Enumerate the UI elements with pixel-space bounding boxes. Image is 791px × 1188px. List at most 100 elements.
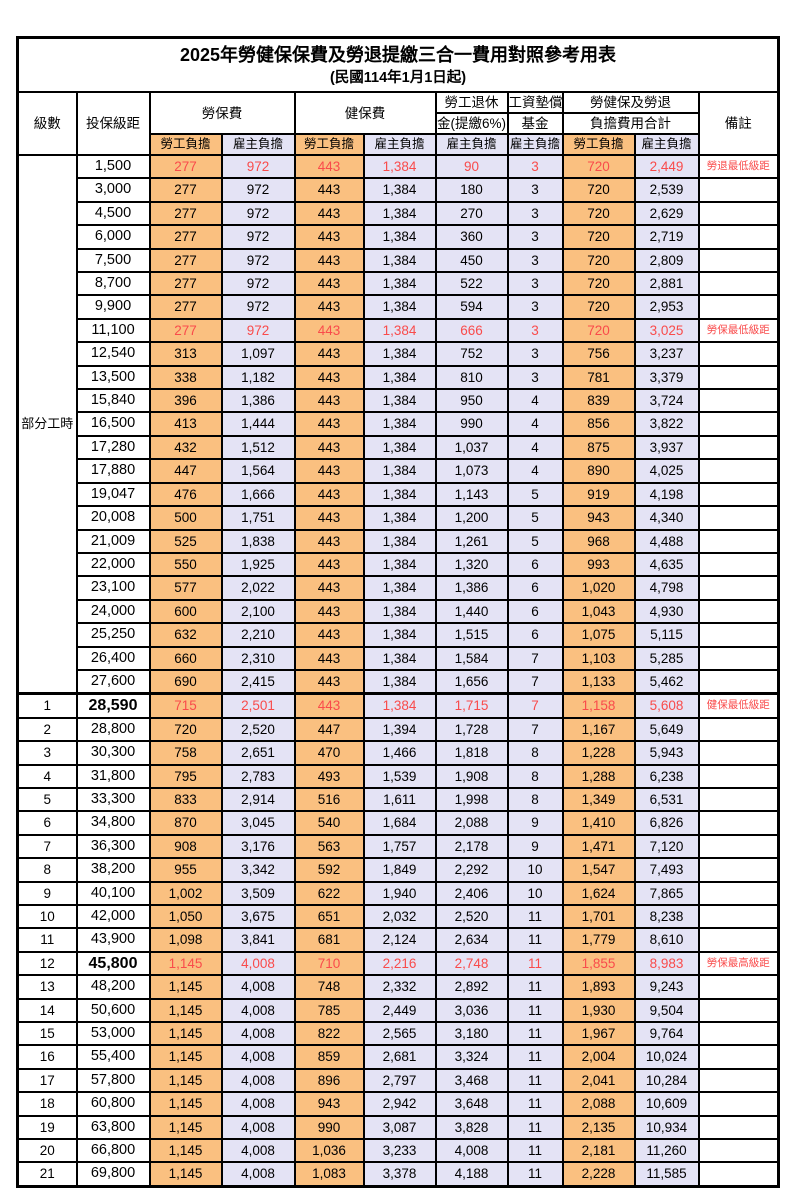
cell-health-employee: 443 [293, 247, 365, 274]
cell-health-employee: 443 [293, 364, 365, 391]
table-row: 6 34,800 870 3,045 540 1,684 2,088 9 1,410 6,826 [16, 810, 780, 836]
cell-total-employee: 1,349 [561, 786, 636, 813]
header-row-3: 勞工負擔 雇主負擔 勞工負擔 雇主負擔 雇主負擔 雇主負擔 勞工負擔 雇主負擔 [18, 133, 779, 156]
cell-health-employee: 990 [293, 1114, 365, 1141]
cell-total-employer: 4,635 [633, 551, 700, 578]
cell-pension-employer: 990 [434, 411, 509, 437]
cell-total-employee: 720 [561, 224, 636, 250]
cell-wage-fund-employer: 3 [506, 177, 564, 203]
cell-labor-employee: 1,145 [148, 1091, 223, 1117]
cell-labor-employee: 277 [148, 294, 223, 320]
cell-health-employee: 540 [293, 810, 365, 836]
page-subtitle: (民國114年1月1日起) [329, 70, 467, 86]
cell-labor-employee: 833 [148, 786, 223, 813]
cell-total-employer: 6,238 [633, 763, 700, 789]
cell-labor-employer: 972 [220, 294, 296, 320]
cell-health-employee: 443 [293, 668, 365, 695]
table-row: 8,700 277 972 443 1,384 522 3 720 2,881 [18, 271, 780, 297]
cell-labor-employee: 1,145 [148, 997, 223, 1024]
cell-health-employer: 2,797 [362, 1067, 437, 1094]
cell-total-employee: 1,103 [561, 645, 636, 671]
cell-bracket: 1,500 [75, 153, 151, 180]
cell-bracket: 36,300 [75, 833, 151, 860]
cell-pension-employer: 1,073 [434, 458, 509, 484]
cell-total-employer: 9,243 [633, 974, 700, 1000]
cell-total-employer: 3,025 [633, 317, 700, 344]
table-row: 4,500 277 972 443 1,384 270 3 720 2,629 [18, 200, 780, 227]
col-header-health-employer: 雇主負擔 [362, 133, 437, 156]
table-row: 4 31,800 795 2,783 493 1,539 1,908 8 1,288 6,238 [16, 763, 780, 789]
cell-health-employee: 822 [293, 1021, 365, 1047]
cell-health-employer: 2,681 [362, 1044, 437, 1070]
cell-labor-employer: 2,210 [220, 622, 296, 648]
cell-pension-employer: 1,386 [434, 575, 509, 601]
cell-health-employee: 563 [293, 833, 365, 860]
cell-total-employee: 720 [561, 294, 636, 320]
cell-labor-employer: 1,512 [220, 434, 296, 461]
cell-bracket: 28,800 [75, 716, 151, 743]
cell-bracket: 20,008 [75, 505, 151, 531]
cell-health-employee: 443 [293, 177, 365, 203]
cell-health-employer: 2,332 [362, 974, 437, 1000]
cell-remark [697, 1138, 780, 1164]
col-header-total-employer: 雇主負擔 [633, 133, 700, 156]
cell-total-employer: 6,531 [633, 786, 700, 813]
cell-bracket: 45,800 [75, 950, 151, 977]
cell-pension-employer: 3,648 [434, 1091, 509, 1117]
cell-total-employer: 2,953 [633, 294, 700, 320]
cell-pension-employer: 2,178 [434, 833, 509, 860]
cell-level: 16 [16, 1044, 78, 1070]
cell-total-employer: 4,930 [633, 598, 700, 625]
table-row: 12,540 313 1,097 443 1,384 752 3 756 3,237 [18, 341, 780, 367]
cell-level: 12 [16, 950, 78, 977]
cell-labor-employee: 396 [148, 388, 223, 414]
cell-level: 15 [16, 1021, 78, 1047]
cell-labor-employer: 1,838 [220, 528, 296, 554]
cell-labor-employer: 4,008 [220, 1114, 296, 1141]
cell-health-employee: 622 [293, 880, 365, 907]
cell-total-employee: 1,701 [561, 903, 636, 930]
cell-bracket: 55,400 [75, 1044, 151, 1070]
cell-health-employer: 1,394 [362, 716, 437, 743]
cell-remark [697, 716, 780, 743]
cell-health-employee: 443 [293, 692, 365, 719]
cell-total-employer: 4,798 [633, 575, 700, 601]
cell-wage-fund-employer: 10 [506, 880, 564, 907]
table-title-cell: 2025年勞健保保費及勞退提繳三合一費用對照參考用表 (民國114年1月1日起) [16, 36, 780, 93]
cell-wage-fund-employer: 3 [506, 341, 564, 367]
cell-bracket: 60,800 [75, 1091, 151, 1117]
cell-total-employer: 3,237 [633, 341, 700, 367]
cell-pension-employer: 1,143 [434, 481, 509, 508]
cell-labor-employee: 447 [148, 458, 223, 484]
cell-total-employer: 5,608 [633, 692, 700, 719]
cell-labor-employer: 972 [220, 200, 296, 227]
cell-labor-employee: 500 [148, 505, 223, 531]
cell-total-employer: 8,983 [633, 950, 700, 977]
cell-health-employee: 1,036 [293, 1138, 365, 1164]
cell-pension-employer: 450 [434, 247, 509, 274]
cell-pension-employer: 2,292 [434, 857, 509, 883]
col-header-total-line1: 勞健保及勞退 [561, 91, 700, 114]
cell-labor-employer: 2,415 [220, 668, 296, 695]
cell-pension-employer: 522 [434, 271, 509, 297]
cell-wage-fund-employer: 6 [506, 598, 564, 625]
cell-labor-employer: 4,008 [220, 1044, 296, 1070]
cell-health-employee: 443 [293, 575, 365, 601]
cell-wage-fund-employer: 5 [506, 481, 564, 508]
cell-total-employer: 2,719 [633, 224, 700, 250]
cell-total-employee: 2,004 [561, 1044, 636, 1070]
cell-bracket: 11,100 [75, 317, 151, 344]
cell-level: 4 [16, 763, 78, 789]
table-row: 18 60,800 1,145 4,008 943 2,942 3,648 11 2,088 10… [16, 1091, 780, 1117]
cell-health-employer: 2,216 [362, 950, 437, 977]
cell-pension-employer: 1,715 [434, 692, 509, 719]
cell-level: 17 [16, 1067, 78, 1094]
fee-reference-table: 2025年勞健保保費及勞退提繳三合一費用對照參考用表 (民國114年1月1日起)… [16, 36, 781, 1188]
cell-pension-employer: 2,892 [434, 974, 509, 1000]
cell-pension-employer: 752 [434, 341, 509, 367]
cell-health-employer: 2,032 [362, 903, 437, 930]
cell-labor-employee: 1,145 [148, 1067, 223, 1094]
table-row: 25,250 632 2,210 443 1,384 1,515 6 1,075 5,115 [18, 622, 780, 648]
cell-labor-employer: 4,008 [220, 974, 296, 1000]
cell-total-employer: 10,609 [633, 1091, 700, 1117]
